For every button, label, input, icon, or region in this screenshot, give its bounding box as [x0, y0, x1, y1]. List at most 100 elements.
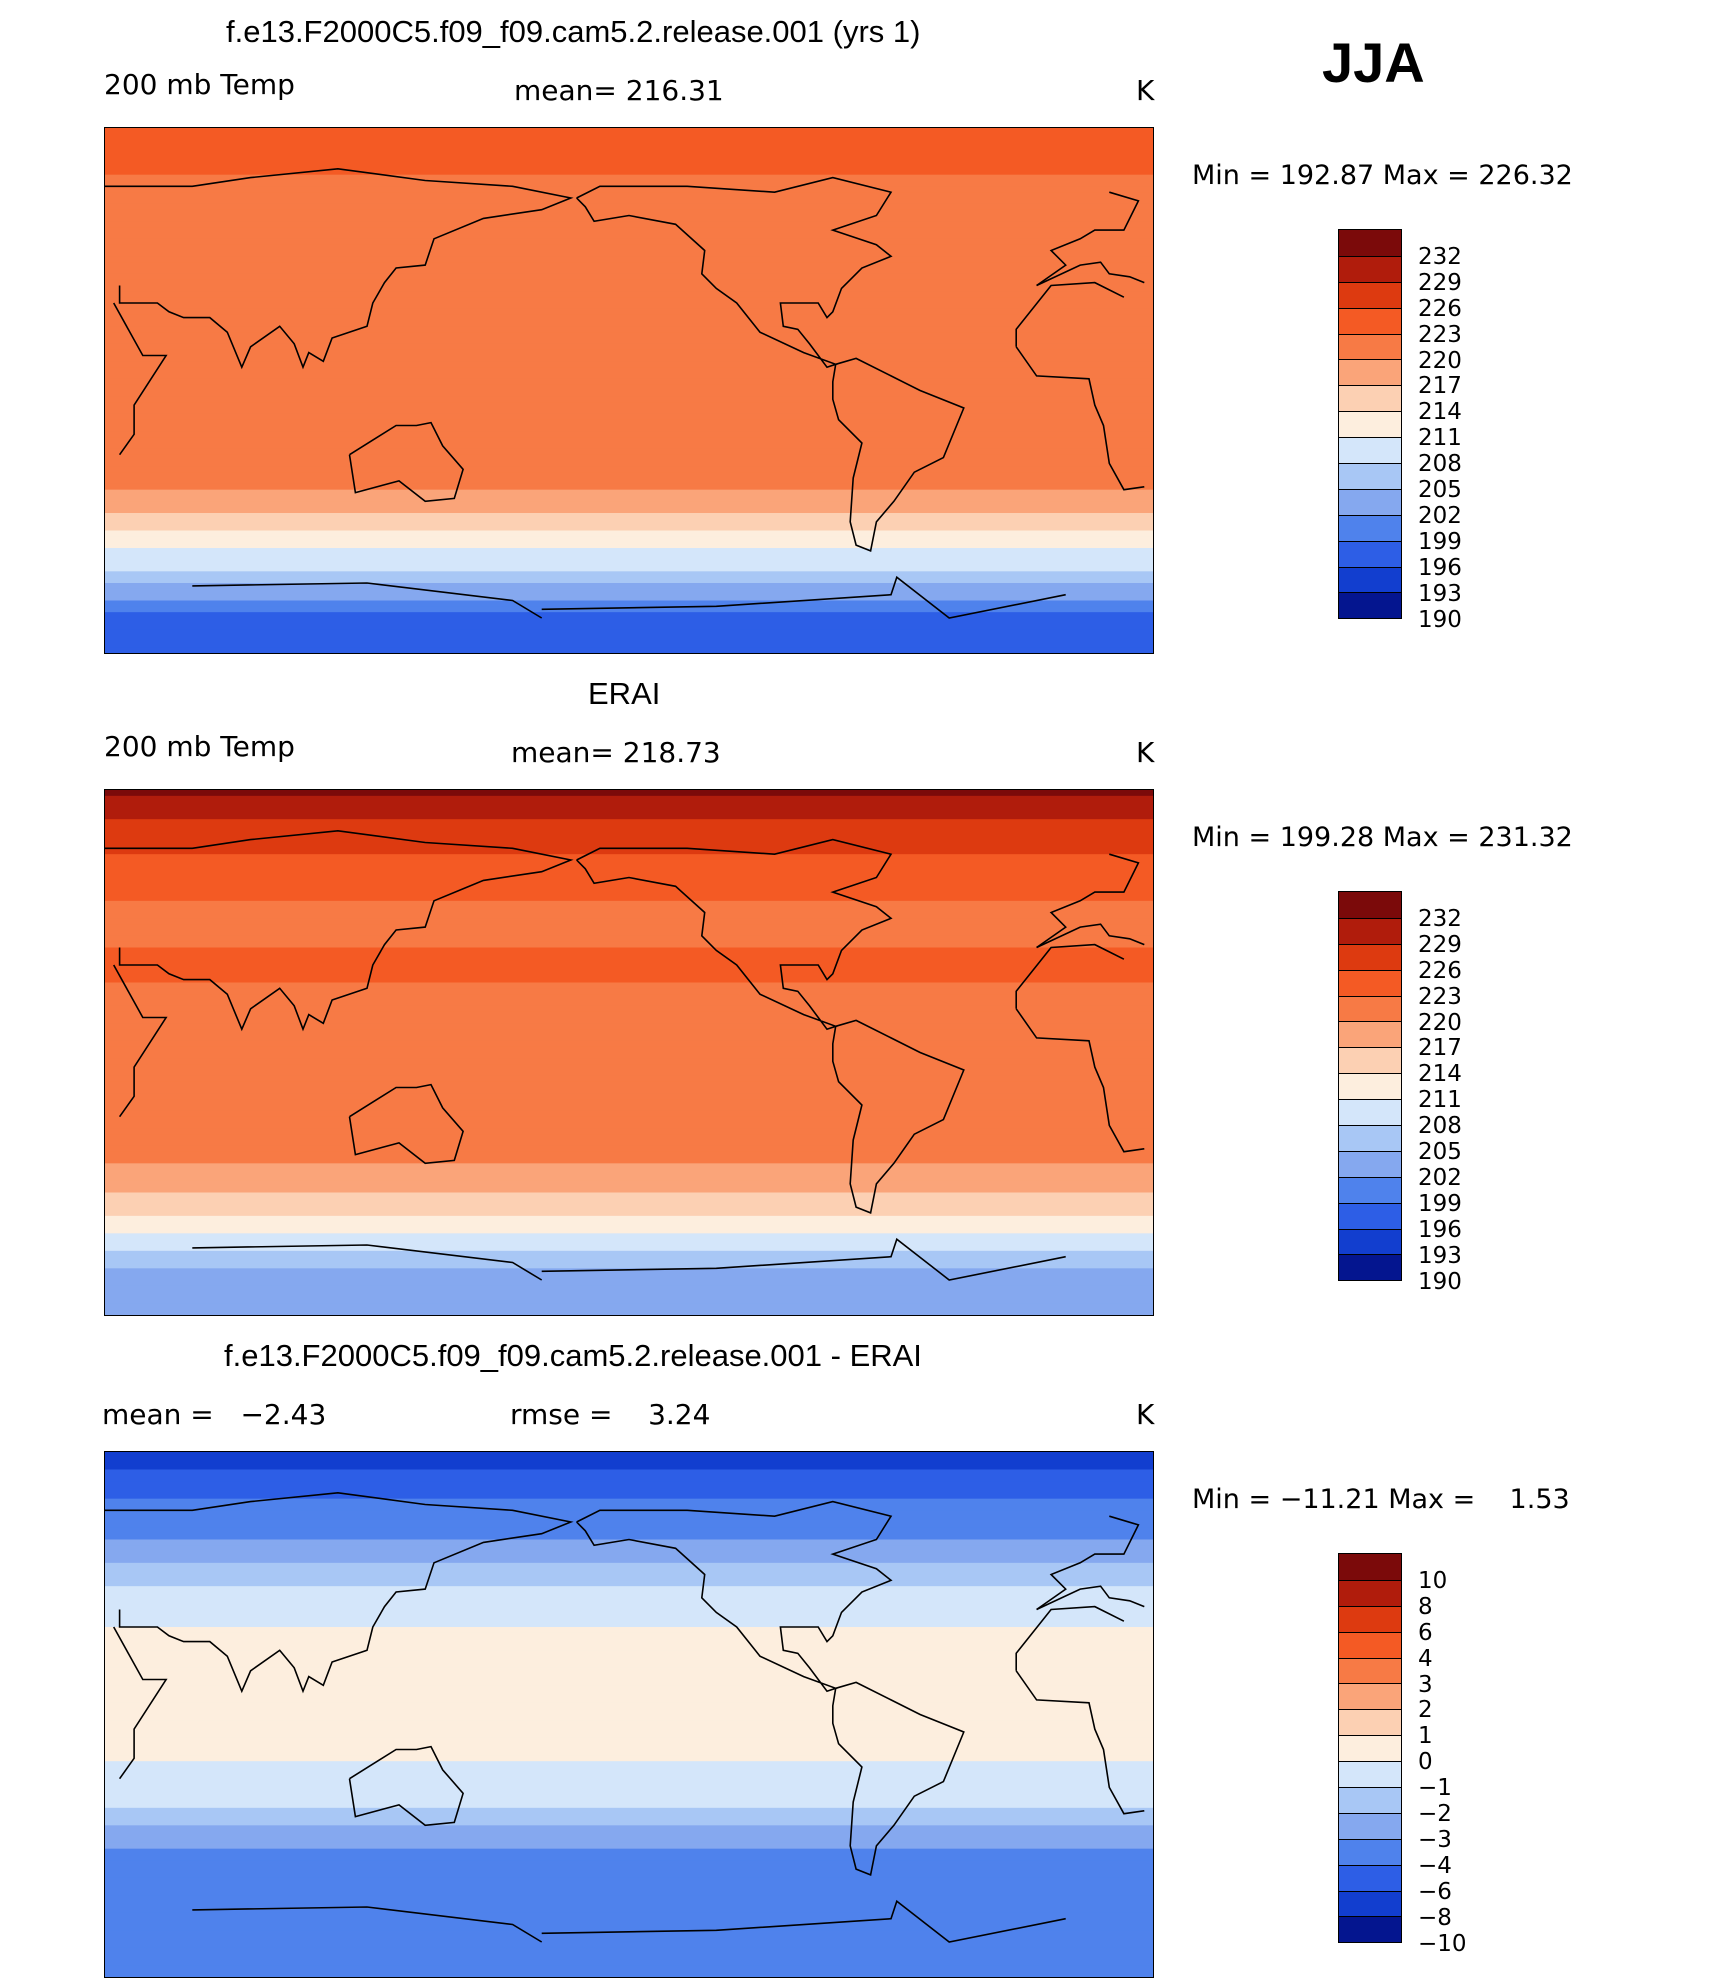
- field-band: [105, 1574, 1153, 1582]
- field-band: [105, 953, 1153, 960]
- panel-1-colorbar: [1338, 229, 1402, 620]
- field-band: [105, 1568, 1153, 1576]
- field-band: [105, 629, 1153, 637]
- coastline: [1015, 943, 1125, 1009]
- colorbar-box: [1339, 1605, 1401, 1632]
- field-band: [105, 877, 1153, 885]
- field-band: [105, 1186, 1153, 1194]
- panel-1-title: f.e13.F2000C5.f09_f09.cam5.2.release.001…: [226, 14, 921, 49]
- panel-2-mean-label: mean= 218.73: [511, 736, 721, 769]
- field-band: [105, 912, 1153, 920]
- field-band: [105, 865, 1153, 873]
- field-band: [105, 1233, 1153, 1240]
- field-band: [105, 425, 1153, 433]
- field-band: [105, 559, 1153, 567]
- field-band: [105, 192, 1153, 199]
- panel-1-mean-label: mean= 216.31: [514, 74, 724, 107]
- colorbar-box: [1339, 1125, 1401, 1151]
- field-band: [105, 1498, 1153, 1506]
- colorbar-box: [1339, 1631, 1401, 1658]
- colorbar-tick-label: 217: [1418, 373, 1462, 400]
- field-band: [105, 1035, 1153, 1042]
- panel-1-variable-label: 200 mb Temp: [104, 68, 295, 101]
- colorbar-box: [1339, 333, 1401, 360]
- colorbar-box: [1339, 1735, 1401, 1762]
- field-band: [105, 1017, 1153, 1025]
- panel-3-colorbar: [1338, 1553, 1402, 1944]
- colorbar-tick-label: 205: [1418, 1139, 1462, 1165]
- field-band: [105, 1592, 1153, 1599]
- field-band: [105, 507, 1153, 514]
- coastline: [105, 1491, 574, 1694]
- coastline: [1036, 853, 1140, 949]
- field-band: [105, 1210, 1153, 1217]
- field-band: [105, 1743, 1153, 1751]
- field-band: [105, 1656, 1153, 1663]
- field-band: [105, 1539, 1153, 1547]
- colorbar-box: [1339, 1890, 1401, 1917]
- field-band: [105, 1667, 1153, 1675]
- field-band: [105, 1872, 1153, 1879]
- field-band: [105, 489, 1153, 497]
- field-band: [105, 133, 1153, 141]
- colorbar-box: [1339, 592, 1401, 619]
- field-band: [105, 1268, 1153, 1275]
- field-band: [105, 588, 1153, 596]
- field-band: [105, 1942, 1153, 1949]
- field-band: [105, 848, 1153, 855]
- field-band: [105, 1860, 1153, 1867]
- field-band: [105, 1807, 1153, 1815]
- field-band: [105, 227, 1153, 234]
- field-band: [105, 1145, 1153, 1153]
- field-band: [105, 1825, 1153, 1832]
- colorbar-box: [1339, 1554, 1401, 1580]
- field-band: [105, 548, 1153, 555]
- field-band: [105, 1831, 1153, 1838]
- field-band: [105, 1685, 1153, 1692]
- field-band: [105, 1802, 1153, 1809]
- field-band: [105, 145, 1153, 153]
- field-band: [105, 1029, 1153, 1036]
- field-band: [105, 1947, 1153, 1955]
- coastline: [348, 1083, 464, 1165]
- field-band: [105, 378, 1153, 386]
- coastline: [831, 1681, 965, 1877]
- colorbar-tick-label: 211: [1418, 425, 1462, 452]
- field-band: [105, 1297, 1153, 1305]
- field-band: [105, 1175, 1153, 1182]
- colorbar-box: [1339, 1657, 1401, 1684]
- colorbar-box: [1339, 1761, 1401, 1788]
- field-band: [105, 1151, 1153, 1159]
- field-band: [105, 343, 1153, 351]
- field-band: [105, 355, 1153, 363]
- field-band: [105, 233, 1153, 240]
- colorbar-tick-label: 205: [1418, 477, 1462, 503]
- field-band: [105, 935, 1153, 943]
- field-band: [105, 367, 1153, 374]
- field-band: [105, 1749, 1153, 1757]
- field-band: [105, 1527, 1153, 1535]
- field-band: [105, 906, 1153, 914]
- field-band: [105, 1040, 1153, 1048]
- field-band: [105, 215, 1153, 223]
- field-band: [105, 842, 1153, 850]
- colorbar-box: [1339, 1047, 1401, 1074]
- field-band: [105, 1122, 1153, 1130]
- field-band: [105, 1169, 1153, 1176]
- field-band: [105, 1058, 1153, 1065]
- field-band: [105, 600, 1153, 608]
- colorbar-box: [1339, 437, 1401, 464]
- colorbar-tick-label: 1: [1418, 1723, 1433, 1750]
- field-band: [105, 390, 1153, 398]
- field-band: [105, 198, 1153, 205]
- field-band: [105, 1755, 1153, 1762]
- colorbar-tick-label: 217: [1418, 1035, 1462, 1062]
- field-band: [105, 813, 1153, 820]
- field-band: [105, 1551, 1153, 1558]
- field-band: [105, 1854, 1153, 1862]
- field-band: [105, 1726, 1153, 1733]
- field-band: [105, 1481, 1153, 1488]
- colorbar-box: [1339, 1787, 1401, 1813]
- field-band: [105, 1557, 1153, 1564]
- field-band: [105, 1603, 1153, 1611]
